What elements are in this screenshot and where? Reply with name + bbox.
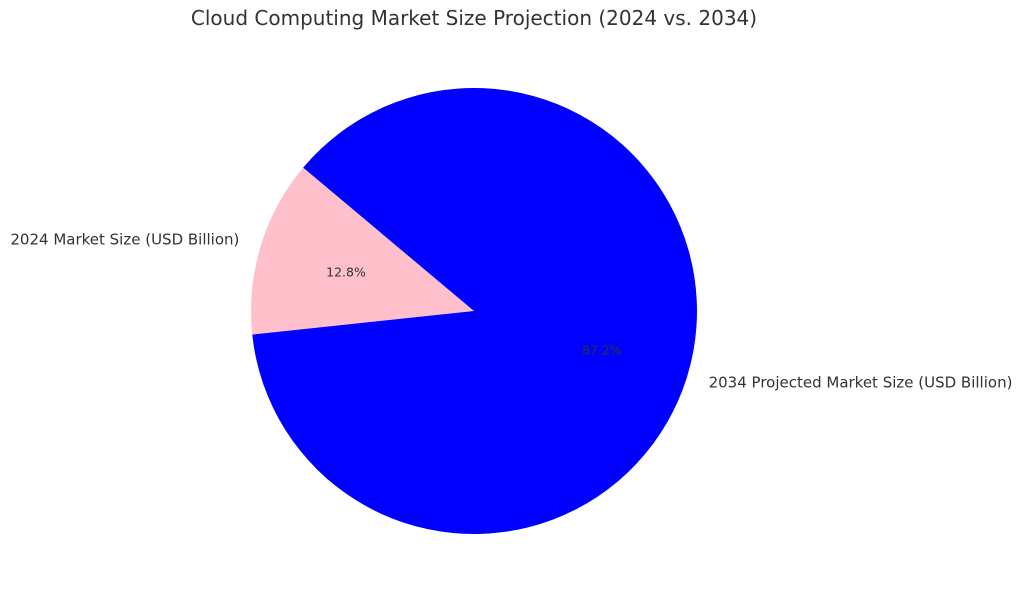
slice-category-label: 2034 Projected Market Size (USD Billion) xyxy=(709,374,1013,392)
pie-slice xyxy=(250,167,474,335)
pie-slices xyxy=(250,88,697,535)
slice-percent-label: 12.8% xyxy=(326,265,366,280)
pie-labels: 12.8% 2024 Market Size (USD Billion) 87.2%… xyxy=(10,230,1012,391)
slice-category-label: 2024 Market Size (USD Billion) xyxy=(10,230,239,248)
pie-slice xyxy=(252,88,697,535)
slice-percent-label: 87.2% xyxy=(582,343,622,358)
chart-title: Cloud Computing Market Size Projection (… xyxy=(191,6,757,30)
